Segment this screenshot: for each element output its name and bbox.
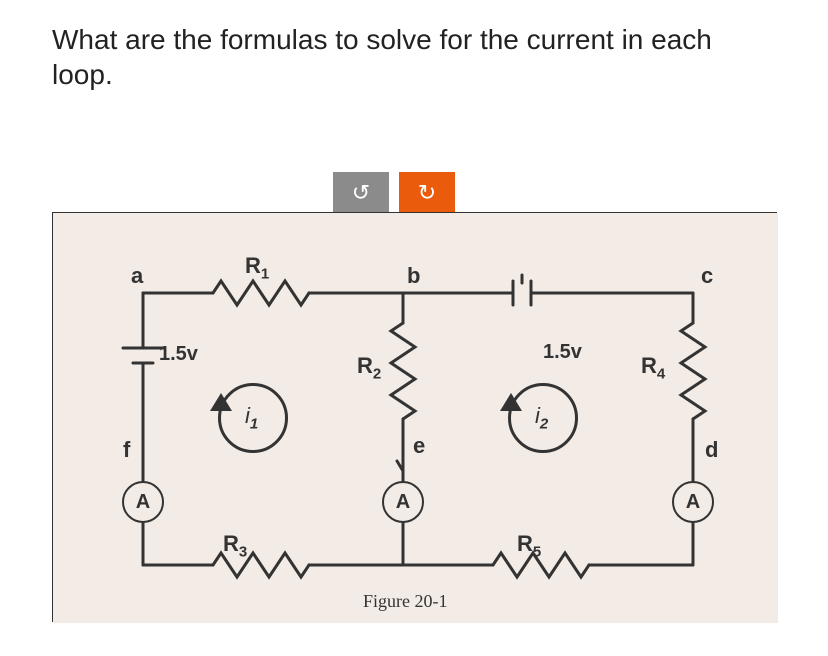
loop-i1-label: i1	[245, 403, 258, 432]
ammeter-a1: A	[122, 481, 164, 523]
r5-label: R5	[517, 531, 541, 560]
figure-caption: Figure 20-1	[363, 591, 448, 612]
redo-button[interactable]: ↻	[399, 172, 455, 214]
ammeter-a3: A	[672, 481, 714, 523]
node-c-label: c	[701, 263, 713, 289]
loop-i1-arrow	[210, 393, 232, 411]
r4-label: R4	[641, 353, 665, 382]
circuit-diagram: a b c f e d R1 R2 R3 R4 R5 1.5v 1.5v A A	[53, 213, 776, 621]
question-text: What are the formulas to solve for the c…	[52, 22, 752, 92]
loop-i2-arrow	[500, 393, 522, 411]
r3-label: R3	[223, 531, 247, 560]
node-f-label: f	[123, 437, 130, 463]
undo-icon: ↺	[352, 180, 370, 206]
node-b-label: b	[407, 263, 420, 289]
diagram-frame: a b c f e d R1 R2 R3 R4 R5 1.5v 1.5v A A	[52, 212, 777, 622]
r2-label: R2	[357, 353, 381, 382]
loop-i2-label: i2	[535, 403, 548, 432]
v2-label: 1.5v	[543, 341, 582, 364]
ammeter-a2: A	[382, 481, 424, 523]
undo-button[interactable]: ↺	[333, 172, 389, 214]
v1-label: 1.5v	[159, 343, 198, 366]
button-row: ↺ ↻	[333, 172, 455, 214]
node-d-label: d	[705, 437, 718, 463]
node-e-label: e	[413, 433, 425, 459]
redo-icon: ↻	[418, 180, 436, 206]
r1-label: R1	[245, 253, 269, 282]
node-a-label: a	[131, 263, 143, 289]
